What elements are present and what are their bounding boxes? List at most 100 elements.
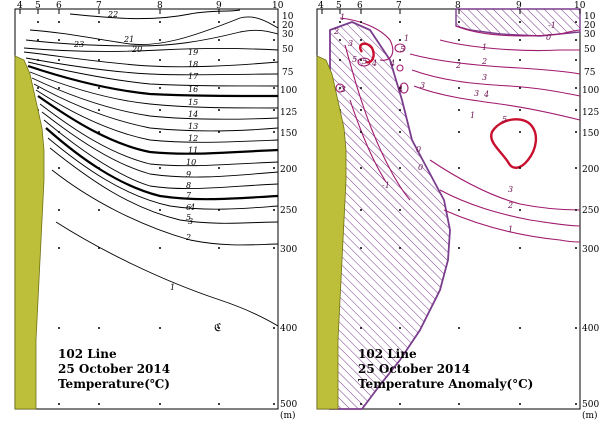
isotherm-label: 19 xyxy=(188,48,198,57)
anomaly-label: 0 xyxy=(416,145,421,154)
anomaly-label: 2 xyxy=(455,61,461,70)
isotherm-label: 21 xyxy=(123,35,134,44)
depth-tick: 300 xyxy=(280,245,297,255)
isotherm-label: 22 xyxy=(107,10,118,19)
right-sample-dots xyxy=(339,21,577,405)
left-sample-dots xyxy=(37,21,275,405)
anomaly-label: 0 xyxy=(418,163,423,172)
cursor-mark: ℭ xyxy=(214,321,222,334)
isotherm-label: 14 xyxy=(188,110,198,119)
station-label: 5 xyxy=(336,1,342,11)
isotherm-label: 11 xyxy=(188,146,198,155)
station-label: 6 xyxy=(357,1,363,11)
anomaly-labels: 1 2 3 4 5 -1 0 1 2 3 4 5 0 1 2 3 4 5 3 2… xyxy=(333,13,556,234)
depth-tick: 75 xyxy=(282,68,294,78)
depth-tick: 20 xyxy=(584,21,596,31)
depth-tick: 50 xyxy=(584,45,596,55)
depth-tick: 100 xyxy=(280,86,297,96)
depth-tick: 150 xyxy=(280,129,297,139)
left-variable-label: Temperature(℃) xyxy=(58,377,170,391)
isotherms xyxy=(23,9,279,327)
anomaly-panel: 4 5 6 7 8 9 10 xyxy=(316,1,586,410)
station-label: 10 xyxy=(574,1,586,11)
depth-tick: 50 xyxy=(282,45,294,55)
anomaly-label: 5 xyxy=(400,45,405,54)
isotherm-label: 4 xyxy=(189,203,195,212)
anomaly-label: 3 xyxy=(420,81,425,90)
station-label: 7 xyxy=(396,1,402,11)
isotherm-label: 7 xyxy=(186,191,192,200)
depth-tick: 30 xyxy=(282,30,294,40)
anomaly-label: 4 xyxy=(389,59,395,68)
anomaly-label: 5 xyxy=(362,57,367,66)
depth-tick: 400 xyxy=(280,324,297,334)
anomaly-label: -3 xyxy=(338,85,346,94)
anomaly-label: 3 xyxy=(474,89,479,98)
anomaly-label: 3 xyxy=(348,39,353,48)
depth-tick: 500 xyxy=(280,400,297,410)
depth-tick: 30 xyxy=(584,30,596,40)
station-label: 6 xyxy=(56,1,62,11)
depth-tick: 125 xyxy=(280,108,297,118)
anomaly-label: 5 xyxy=(352,55,357,64)
isotherm-label: 8 xyxy=(186,181,191,190)
station-label: 4 xyxy=(17,1,23,11)
left-date-label: 25 October 2014 xyxy=(58,362,170,376)
right-station-labels: 4 5 6 7 8 9 10 xyxy=(318,1,586,11)
anomaly-label: 1 xyxy=(470,111,475,120)
depth-tick: 400 xyxy=(582,324,599,334)
depth-tick: 10 xyxy=(282,12,294,22)
anomaly-label: 2 xyxy=(333,27,339,36)
station-label: 7 xyxy=(96,1,102,11)
left-line-label: 102 Line xyxy=(58,347,117,361)
anomaly-label: 4 xyxy=(397,85,403,94)
depth-tick: 75 xyxy=(584,68,596,78)
station-label: 4 xyxy=(318,1,324,11)
right-variable-label: Temperature Anomaly(°C) xyxy=(358,377,533,391)
depth-tick: 250 xyxy=(582,206,599,216)
depth-unit: (m) xyxy=(582,410,598,421)
left-depth-axis: 10 20 30 50 75 100 125 150 200 250 300 4… xyxy=(280,12,297,421)
isotherm-label: 15 xyxy=(188,98,198,107)
anomaly-label: 1 xyxy=(508,225,513,234)
isotherm-label: 23 xyxy=(73,40,84,49)
anomaly-label: 2 xyxy=(507,201,513,210)
isotherm-label: 17 xyxy=(188,72,199,81)
isotherm-label: 1 xyxy=(170,283,175,292)
depth-tick: 500 xyxy=(582,400,599,410)
isotherm-label: 12 xyxy=(188,134,198,143)
depth-tick: 200 xyxy=(582,165,599,175)
anomaly-label: 0 xyxy=(546,33,551,42)
depth-tick: 300 xyxy=(582,245,599,255)
depth-tick: 100 xyxy=(582,86,599,96)
isotherm-label: 2 xyxy=(185,233,191,242)
depth-tick: 200 xyxy=(280,165,297,175)
station-label: 8 xyxy=(157,1,163,11)
temperature-panel: 4 5 6 7 8 9 10 xyxy=(14,1,284,410)
depth-tick: 10 xyxy=(584,12,596,22)
anomaly-label: 5 xyxy=(502,115,507,124)
anomaly-label: 1 xyxy=(482,43,487,52)
depth-tick: 250 xyxy=(280,206,297,216)
station-label: 8 xyxy=(455,1,461,11)
anomaly-label: 3 xyxy=(482,73,487,82)
right-date-label: 25 October 2014 xyxy=(358,362,470,376)
isotherm-label: 9 xyxy=(186,170,191,179)
depth-unit: (m) xyxy=(280,410,296,421)
depth-tick: 125 xyxy=(582,108,599,118)
isotherm-label: 5 xyxy=(186,213,191,222)
depth-tick: 20 xyxy=(282,21,294,31)
land-mass-left xyxy=(14,55,45,410)
anomaly-label: 3 xyxy=(508,185,513,194)
isotherm-label: 16 xyxy=(188,85,198,94)
right-station-ticks xyxy=(321,9,581,14)
anomaly-label: 1 xyxy=(340,13,345,22)
station-label: 9 xyxy=(216,1,222,11)
right-line-label: 102 Line xyxy=(358,347,417,361)
station-label: 5 xyxy=(35,1,41,11)
station-label: 9 xyxy=(516,1,522,11)
land-mass-right xyxy=(316,55,347,410)
anomaly-label: -1 xyxy=(548,21,556,30)
isotherm-label: 3 xyxy=(188,217,193,226)
